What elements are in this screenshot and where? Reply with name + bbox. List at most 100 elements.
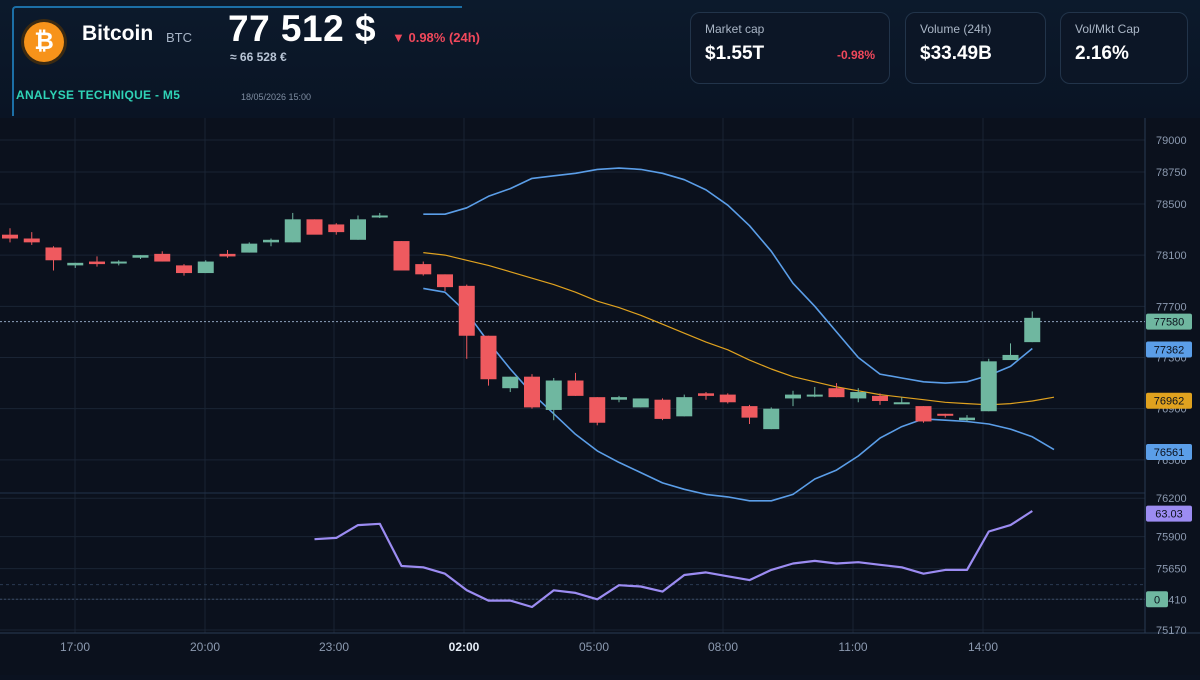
candle-body <box>763 408 780 430</box>
stat-label: Volume (24h) <box>920 22 992 36</box>
candle-body <box>698 393 714 396</box>
x-tick-label: 05:00 <box>579 640 609 654</box>
candle-body <box>306 219 323 235</box>
analysis-title: ANALYSE TECHNIQUE - M5 <box>16 88 181 102</box>
header-accent-border <box>12 6 462 116</box>
candle-body <box>1024 317 1041 343</box>
candle-body <box>197 261 214 274</box>
candle-body <box>284 219 301 243</box>
price-axis-label-box <box>1146 505 1192 522</box>
candle-body <box>219 253 236 257</box>
candle-body <box>654 399 671 419</box>
candle-body <box>263 239 279 243</box>
stat-value: 2.16% <box>1075 43 1129 64</box>
candle-body <box>611 397 627 400</box>
x-tick-label: 11:00 <box>838 640 867 654</box>
candle-body <box>132 255 149 258</box>
y-tick-label: 77700 <box>1156 301 1187 313</box>
bollinger-lower-line <box>423 287 1055 502</box>
header-bar: ₿ Bitcoin BTC 77 512 $ ▼ 0.98% (24h) ≈ 6… <box>0 0 1200 118</box>
analysis-date: 18/05/2026 15:00 <box>241 92 312 102</box>
stat-label: Market cap <box>705 22 765 36</box>
y-tick-label: 79000 <box>1156 135 1187 147</box>
candle-body <box>23 238 40 243</box>
candle-body <box>937 413 954 416</box>
candle-body <box>415 264 432 275</box>
price-axis-label-box <box>1146 444 1192 461</box>
stat-value: $1.55T <box>705 43 765 64</box>
candle-body <box>241 243 258 253</box>
current-price: 77 512 $ <box>228 8 377 49</box>
candle-body <box>632 398 649 408</box>
chart-area[interactable]: 79000 78750 78500 78100 77700 77300 76900 76500… <box>0 118 1200 675</box>
candle-body <box>1002 354 1019 361</box>
x-tick-label: 02:00 <box>449 640 480 654</box>
stat-change: -0.98% <box>836 48 875 62</box>
price-axis-label-box <box>1146 392 1192 409</box>
candle-body <box>785 394 801 399</box>
candle-body <box>328 224 345 233</box>
candle-body <box>371 215 388 218</box>
stat-card-volume: Volume (24h) $33.49B <box>905 12 1046 84</box>
candle-body <box>437 274 453 288</box>
price-axis-label-box <box>1146 313 1192 330</box>
candle-body <box>806 394 823 397</box>
price-axis-label: 76561 <box>1154 447 1185 459</box>
candle-body <box>567 380 584 396</box>
candle-body <box>67 262 84 266</box>
candle-body <box>676 397 693 417</box>
candle-body <box>502 376 519 389</box>
y-tick-label: 78100 <box>1156 250 1187 262</box>
candle-body <box>480 335 497 380</box>
stat-value: $33.49B <box>920 43 992 64</box>
candle-body <box>545 380 562 410</box>
moving-average-line <box>423 252 1055 406</box>
candle-body <box>524 376 540 408</box>
y-tick-label: 75170 <box>1156 625 1187 637</box>
candle-body <box>893 402 910 405</box>
candle-body <box>458 285 475 336</box>
candle-body <box>872 395 888 401</box>
y-tick-label: 75650 <box>1156 564 1187 576</box>
price-axis-label-box <box>1146 591 1168 608</box>
y-tick-label: 76200 <box>1156 493 1187 505</box>
candle-body <box>915 406 932 422</box>
price-axis-label: 0 <box>1154 594 1160 606</box>
x-tick-label: 17:00 <box>60 640 90 654</box>
x-tick-label: 08:00 <box>708 640 738 654</box>
price-axis-label: 77362 <box>1154 345 1185 357</box>
candle-body <box>980 361 997 412</box>
y-tick-label: 78500 <box>1156 199 1187 211</box>
price-eur: ≈ 66 528 € <box>230 50 287 64</box>
price-change-24h: ▼ 0.98% (24h) <box>392 30 481 45</box>
coin-ticker: BTC <box>166 30 192 45</box>
bitcoin-logo-icon: ₿ <box>24 22 64 62</box>
price-axis-label: 77580 <box>1154 317 1185 329</box>
candle-body <box>89 261 105 265</box>
candle-body <box>350 219 366 240</box>
candle-body <box>110 261 127 264</box>
candle-body <box>176 265 192 274</box>
price-axis-label: 63.03 <box>1155 509 1183 521</box>
stat-card-market-cap: Market cap $1.55T -0.98% <box>690 12 890 84</box>
x-tick-label: 14:00 <box>968 640 998 654</box>
candle-body <box>828 388 845 398</box>
candle-body <box>719 394 736 403</box>
stat-label: Vol/Mkt Cap <box>1075 22 1140 36</box>
y-tick-label: 75900 <box>1156 532 1187 544</box>
x-tick-label: 23:00 <box>319 640 349 654</box>
candle-body <box>45 247 62 261</box>
stat-card-vol-mkt-cap: Vol/Mkt Cap 2.16% <box>1060 12 1188 84</box>
y-tick-label: 78750 <box>1156 167 1187 179</box>
coin-name: Bitcoin <box>82 22 154 45</box>
price-axis-label-box <box>1146 341 1192 358</box>
candle-body <box>2 234 18 239</box>
candle-body <box>959 417 975 421</box>
x-tick-label: 20:00 <box>190 640 220 654</box>
candlestick-chart[interactable]: 7900078750785007810077700773007690076500… <box>0 118 1200 675</box>
candle-body <box>393 241 410 271</box>
candle-body <box>589 397 606 423</box>
candle-body <box>154 253 171 262</box>
candle-body <box>850 392 867 399</box>
rsi-line <box>314 510 1033 609</box>
